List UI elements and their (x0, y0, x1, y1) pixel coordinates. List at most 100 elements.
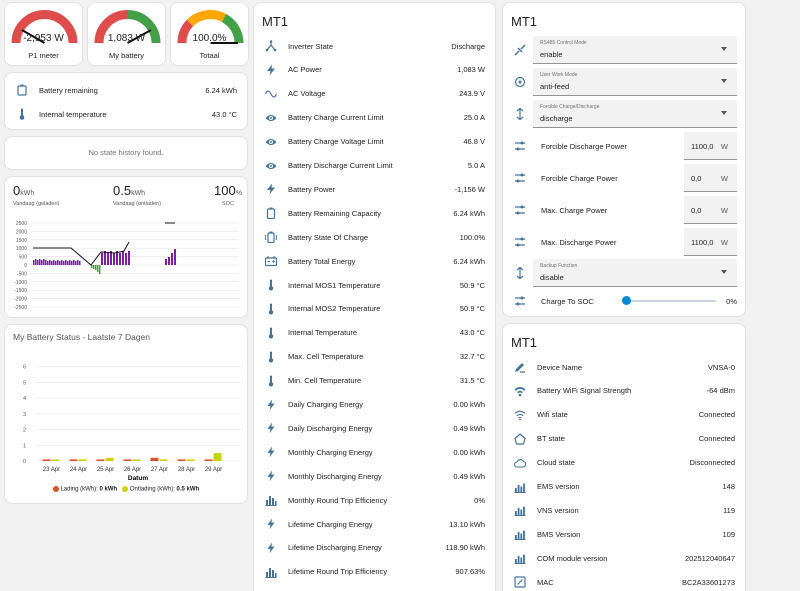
bar-ontlading[interactable] (159, 459, 168, 461)
gauge-card-p1[interactable]: -2,953 W P1 meter (4, 2, 83, 66)
chart-title: My Battery Status - Laatste 7 Dagen (13, 332, 151, 342)
gauge-card-totaal[interactable]: 100.0% Totaal (170, 2, 249, 66)
charge-to-soc-label: Charge To SOC (541, 297, 594, 306)
charge-to-soc-slider-thumb[interactable] (622, 296, 631, 305)
number-input[interactable]: 1100,0 W (684, 132, 737, 160)
rs485-control-mode-select[interactable]: RS485 Control Mode enable (533, 36, 737, 64)
entity-value: 6.24 kWh (205, 85, 237, 95)
number-unit: W (720, 206, 728, 215)
entity-row[interactable]: Battery remaining 6.24 kWh (5, 78, 247, 102)
entity-label: EMS version (537, 482, 580, 491)
tune-icon (513, 171, 527, 185)
entity-row[interactable]: Max. Cell Temperature 32.7 °C (254, 345, 495, 369)
bar-lading[interactable] (177, 459, 186, 461)
entity-row[interactable]: Internal MOS2 Temperature 50.9 °C (254, 297, 495, 321)
bar-lading[interactable] (204, 459, 213, 461)
bar-lading[interactable] (150, 457, 159, 461)
entity-label: Cloud state (537, 458, 575, 468)
number-input[interactable]: 1100,0 W (684, 228, 737, 256)
entity-value: BC2A33601273 (682, 577, 735, 587)
bar-lading[interactable] (69, 459, 78, 461)
entity-row[interactable]: Min. Cell Temperature 31.5 °C (254, 369, 495, 393)
entity-row[interactable]: Wifi state Connected (503, 403, 745, 427)
bar-ontlading[interactable] (186, 459, 195, 461)
bar-lading[interactable] (96, 459, 105, 461)
chart-legend: Lading (kWh): 0 kWh Ontlading (kWh): 0.5… (5, 486, 247, 493)
legend-value: 0 kWh (99, 486, 118, 493)
entity-row[interactable]: Battery Charge Current Limit 25.0 A (254, 106, 495, 130)
entity-row[interactable]: Internal MOS1 Temperature 50.9 °C (254, 273, 495, 297)
entity-row[interactable]: Battery Total Energy 6.24 kWh (254, 249, 495, 273)
entity-value: 13.10 kWh (449, 519, 485, 529)
bar-lading[interactable] (123, 459, 132, 461)
gauge-arc (11, 10, 78, 44)
entity-row[interactable]: Internal temperature 43.0 °C (5, 102, 247, 126)
entity-value: 25.0 A (463, 113, 485, 123)
entity-row[interactable]: Lifetime Charging Energy 13.10 kWh (254, 512, 495, 536)
entity-value: 0% (474, 495, 485, 505)
entity-row[interactable]: Device Name VNSA-0 (503, 355, 745, 379)
entity-row[interactable]: Monthly Round Trip Efficiency 0% (254, 488, 495, 512)
tune-icon (513, 203, 527, 217)
number-input[interactable]: 0,0 W (684, 196, 737, 224)
entity-row[interactable]: Internal Temperature 43.0 °C (254, 321, 495, 345)
y-tick-label: 6 (23, 365, 26, 371)
entity-row[interactable]: BT state Connected (503, 427, 745, 451)
charge-to-soc-slider-track[interactable] (626, 300, 716, 302)
entity-row[interactable]: Lifetime Round Trip Efficiency 907.63% (254, 560, 495, 584)
entity-row[interactable]: AC Voltage 243.9 V (254, 82, 495, 106)
entity-row[interactable]: Cloud state Disconnected (503, 451, 745, 475)
entity-row[interactable]: Inverter State Discharge (254, 34, 495, 58)
entity-row[interactable]: Monthly Charging Energy 0.00 kWh (254, 440, 495, 464)
entity-row[interactable]: Battery State Of Charge 100.0% (254, 225, 495, 249)
number-label: Max. Discharge Power (541, 238, 617, 247)
select-value: disable (540, 273, 564, 282)
entity-row[interactable]: COM module version 202512040647 (503, 546, 745, 570)
y-tick-label: 3 (23, 412, 26, 418)
swap-vertical-icon (513, 266, 527, 280)
wifi-icon (503, 385, 537, 397)
chevron-down-icon (721, 79, 727, 83)
forcible-charge-discharge-select[interactable]: Forcible Charge/Discharge discharge (533, 100, 737, 128)
gauge-card-battery[interactable]: 1,083 W My battery (87, 2, 166, 66)
entity-row[interactable]: AC Power 1,083 W (254, 58, 495, 82)
entity-value: 32.7 °C (459, 352, 485, 362)
charge-bars (91, 265, 101, 274)
chart-box-icon (503, 504, 537, 517)
entity-row[interactable]: Daily Discharging Energy 0.49 kWh (254, 416, 495, 440)
thermometer-icon (254, 327, 288, 339)
entity-value: 0.49 kWh (453, 471, 485, 481)
gauge-value: 100.0% (192, 33, 227, 44)
bar-ontlading[interactable] (51, 459, 60, 461)
entity-label: AC Voltage (288, 89, 326, 99)
stat-unit: kWh (20, 190, 35, 197)
entity-row[interactable]: EMS version 148 (503, 475, 745, 499)
entity-row[interactable]: Battery Remaining Capacity 6.24 kWh (254, 201, 495, 225)
entity-label: Device Name (537, 362, 583, 372)
entity-row[interactable]: Battery WiFi Signal Strength -64 dBm (503, 379, 745, 403)
bar-ontlading[interactable] (132, 459, 141, 461)
entity-value: 202512040647 (684, 553, 735, 563)
bar-ontlading[interactable] (78, 459, 87, 461)
entity-row[interactable]: Monthly Discharging Energy 0.49 kWh (254, 464, 495, 488)
y-tick-label: -1500 (14, 288, 27, 294)
entity-row[interactable]: Battery Charge Voltage Limit 46.8 V (254, 130, 495, 154)
entity-row[interactable]: BMS Version 109 (503, 522, 745, 546)
entity-row[interactable]: VNS version 119 (503, 498, 745, 522)
thermometer-icon (5, 108, 39, 120)
thermometer-icon (254, 351, 288, 363)
backup-function-select[interactable]: Backup Function disable (533, 259, 737, 287)
entity-row[interactable]: Battery Power -1,156 W (254, 177, 495, 201)
stat-value: 100 (214, 183, 236, 198)
bar-lading[interactable] (42, 459, 51, 461)
number-input[interactable]: 0,0 W (684, 164, 737, 192)
gauge-name: P1 meter (28, 51, 59, 60)
bar-ontlading[interactable] (105, 457, 114, 461)
entity-row[interactable]: Daily Charging Energy 0.00 kWh (254, 393, 495, 417)
entity-row[interactable]: Battery Discharge Current Limit 5.0 A (254, 154, 495, 178)
entity-row[interactable]: MAC BC2A33601273 (503, 570, 745, 591)
user-work-mode-select[interactable]: User Work Mode anti-feed (533, 68, 737, 96)
bar-ontlading[interactable] (213, 453, 222, 461)
entity-row[interactable]: Lifetime Discharging Energy 118.90 kWh (254, 536, 495, 560)
entity-label: Inverter State (288, 41, 334, 51)
